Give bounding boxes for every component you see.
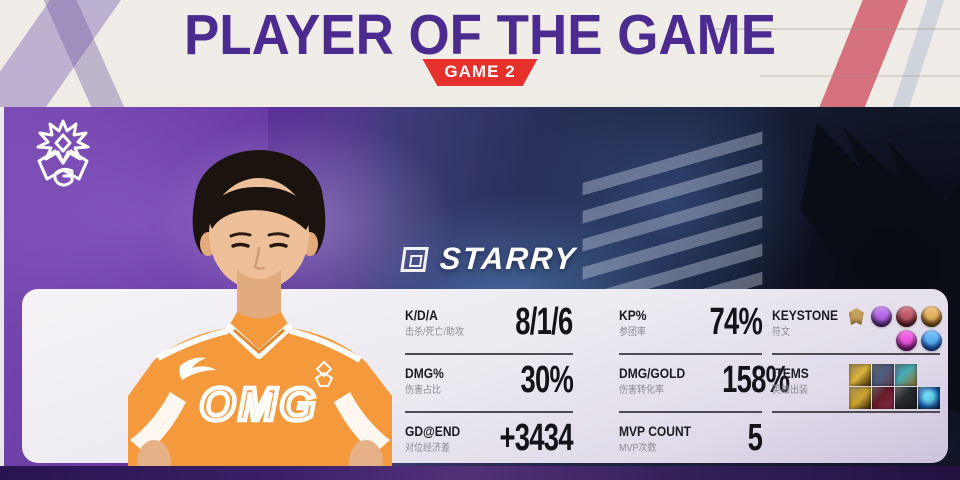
background-rule-line [700, 28, 960, 30]
background-rule-line-2 [760, 75, 960, 77]
stat-label: MVP COUNT [619, 423, 692, 439]
player-photo: OMG [128, 150, 392, 467]
stat-sublabel: MVP次数 [619, 443, 657, 454]
stat-value: +3434 [499, 417, 574, 459]
items-label: ITEMS [772, 365, 809, 381]
bottom-accent-bar [0, 466, 960, 480]
stat-label: GD@END [405, 423, 461, 439]
player-name: STARRY [438, 241, 578, 276]
frame-square-icon [400, 246, 429, 272]
rune-icons [848, 306, 942, 351]
stat-row-kp: KP% 参团率 74% [619, 297, 763, 355]
stats-column-3: KEYSTONE 符文 [772, 297, 942, 459]
stat-value: 8/1/6 [515, 301, 574, 343]
stat-sublabel: 伤害转化率 [619, 385, 664, 396]
top-background [0, 0, 960, 107]
empty-item-slot [895, 387, 917, 409]
trinket-icon [918, 387, 940, 409]
stat-sublabel: 参团率 [619, 327, 646, 338]
item-icon [895, 364, 917, 386]
stat-value: 158% [722, 359, 790, 401]
item-icon [849, 387, 871, 409]
item-icon [872, 364, 894, 386]
rune-icon [920, 306, 942, 327]
stat-value: 5 [747, 417, 762, 459]
stat-sublabel: 击杀/死亡/助攻 [405, 327, 465, 338]
jersey-text: OMG [200, 378, 319, 430]
stats-column-2: KP% 参团率 74% DMG/GOLD 伤害转化率 158% MVP COUN… [619, 297, 790, 459]
keystone-label: KEYSTONE [772, 307, 839, 323]
item-icons [849, 364, 940, 409]
stat-row-dmg-gold: DMG/GOLD 伤害转化率 158% [619, 355, 790, 413]
stat-row-mvp-count: MVP COUNT MVP次数 5 [619, 413, 763, 459]
empty-row [772, 413, 940, 457]
game-number-badge: GAME 2 [422, 59, 538, 86]
item-icon [872, 387, 894, 409]
stat-label: DMG/GOLD [619, 365, 686, 381]
stats-column-1: K/D/A 击杀/死亡/助攻 8/1/6 DMG% 伤害占比 30% GD@EN… [405, 297, 574, 459]
stat-value: 30% [520, 359, 573, 401]
rune-icon [895, 330, 917, 351]
rune-icon [895, 306, 917, 327]
keystone-rune-icon [848, 308, 864, 325]
stat-row-gd-end: GD@END 对位经济差 +3434 [405, 413, 574, 459]
stat-label: DMG% [405, 365, 444, 381]
items-sublabel: 英雄出装 [772, 385, 808, 396]
stat-label: K/D/A [405, 307, 438, 323]
items-row: ITEMS 英雄出装 [772, 355, 940, 413]
rune-icon [920, 330, 942, 351]
keystone-row: KEYSTONE 符文 [772, 297, 942, 355]
rune-icon [870, 306, 892, 327]
stat-row-dmg-pct: DMG% 伤害占比 30% [405, 355, 574, 413]
keystone-sublabel: 符文 [772, 327, 790, 338]
item-icon [849, 364, 871, 386]
page-title: PLAYER OF THE GAME [183, 3, 776, 67]
stat-row-kda: K/D/A 击杀/死亡/助攻 8/1/6 [405, 297, 574, 355]
stat-sublabel: 伤害占比 [405, 385, 441, 396]
stat-value: 74% [709, 301, 762, 343]
stat-sublabel: 对位经济差 [405, 443, 450, 454]
stat-label: KP% [619, 307, 647, 323]
player-nameplate: STARRY [400, 241, 578, 277]
omg-team-logo-icon [36, 119, 90, 187]
